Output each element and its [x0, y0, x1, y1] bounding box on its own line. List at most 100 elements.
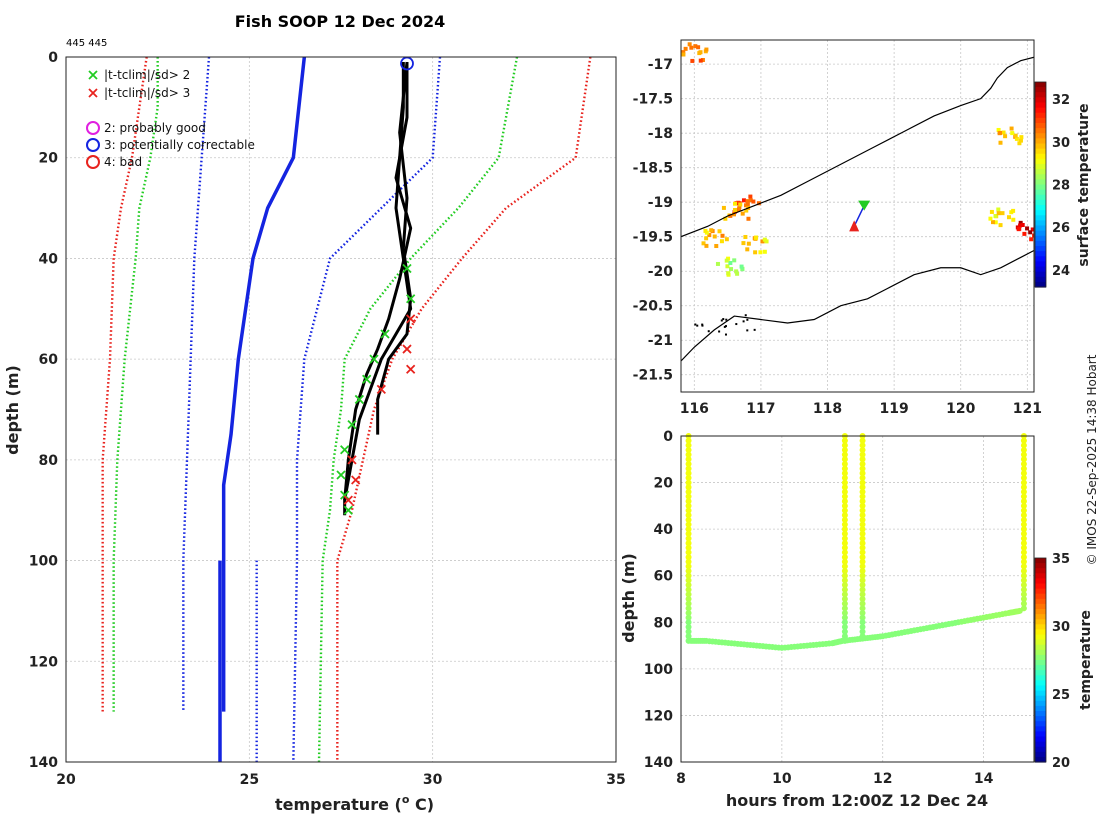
colorbar-segment [1035, 240, 1046, 247]
sst-pixel [725, 264, 730, 269]
sst-pixel [712, 234, 717, 239]
island-dot [696, 324, 699, 327]
cast-point [685, 516, 692, 523]
sst-pixel [714, 244, 719, 249]
sst-pixel [745, 201, 750, 206]
map-ytick: -19 [648, 195, 673, 211]
map-ytick: -20.5 [633, 299, 673, 315]
green-flag-marker [380, 329, 390, 339]
colorbar-segment [1035, 660, 1046, 666]
sst-pixel [748, 194, 753, 199]
legend-cross-label: |t-tclim|/sd> 2 [104, 68, 190, 82]
sst-pixel [734, 269, 739, 274]
red-flag-marker [347, 455, 357, 465]
cast-point [859, 535, 866, 542]
colorbar-segment [1035, 700, 1046, 707]
sst-pixel [740, 211, 745, 216]
sst-pixel [993, 214, 998, 219]
cast-point [859, 614, 866, 621]
cast-point [685, 591, 692, 598]
profile-xtick: 20 [56, 772, 76, 788]
colorbar-segment [1035, 639, 1046, 646]
cast-point [859, 619, 866, 626]
island-dot [723, 325, 726, 328]
colorbar-segment [1035, 634, 1046, 641]
map-colorbar-tick: 24 [1052, 264, 1070, 279]
cast-point [859, 596, 866, 602]
cast-point [859, 446, 866, 453]
sst-pixel [728, 213, 733, 218]
cast-point [685, 446, 692, 453]
cast-point [841, 623, 848, 630]
colorbar-segment [1035, 184, 1046, 191]
cast-point [685, 498, 692, 505]
green-flag-marker [336, 470, 346, 480]
colorbar-segment [1035, 675, 1046, 681]
colorbar-segment [1035, 721, 1046, 727]
map-colorbar-tick: 32 [1052, 93, 1070, 108]
sst-pixel [698, 58, 703, 63]
hovmoller-xlabel: hours from 12:00Z 12 Dec 24 [726, 791, 988, 810]
cast-point [1020, 600, 1027, 607]
cast-point [859, 558, 866, 565]
colorbar-segment [1035, 705, 1046, 712]
map-colorbar-tick: 28 [1052, 179, 1070, 194]
cast-point [859, 554, 866, 561]
sst-pixel [746, 241, 751, 246]
cast-point [859, 484, 866, 491]
cast-point [685, 530, 692, 537]
colorbar-segment [1035, 716, 1046, 722]
sst-pixel [989, 209, 994, 214]
bottom-trace-point [1016, 607, 1023, 614]
colorbar-segment [1035, 102, 1046, 109]
cast-point [1020, 577, 1027, 584]
cast-point [841, 446, 848, 453]
cast-point [841, 628, 848, 635]
colorbar-segment [1035, 695, 1046, 702]
sst-pixel [715, 261, 720, 266]
map-xtick: 120 [946, 401, 975, 417]
cast-point [841, 526, 848, 533]
legend-circle-label: 2: probably good [104, 121, 206, 135]
sst-pixel [721, 205, 726, 210]
track-end-marker [849, 220, 860, 232]
colorbar-segment [1035, 281, 1046, 288]
island-dot [718, 330, 721, 333]
cast-point [685, 507, 692, 514]
sst-pixel [1003, 134, 1008, 139]
profile-ylabel: depth (m) [3, 365, 22, 455]
map-ytick: -17.5 [633, 92, 673, 108]
map-data [681, 42, 1034, 362]
sst-pixel [693, 44, 698, 49]
profile-ytick: 120 [29, 654, 58, 670]
cast-point [1020, 544, 1027, 551]
track-start-marker [858, 200, 871, 211]
profile-series-line-8 [336, 56, 592, 762]
sst-pixel [1019, 135, 1024, 140]
profile-series-line-0 [221, 56, 307, 712]
hov-ytick: 120 [644, 708, 673, 724]
cast-point [859, 568, 866, 575]
cast-point [859, 623, 866, 630]
colorbar-segment [1035, 153, 1046, 160]
island-dot [694, 323, 697, 326]
cast-point [1020, 558, 1027, 565]
cast-point [859, 507, 866, 514]
cast-point [859, 502, 866, 509]
cast-point [1020, 465, 1027, 472]
cast-point [1020, 479, 1027, 486]
hovmoller-ylabel: depth (m) [619, 553, 638, 643]
cast-point [859, 591, 866, 598]
colorbar-segment [1035, 654, 1046, 661]
map-grid [681, 40, 1034, 392]
profile-series-line-6 [317, 56, 519, 763]
sst-pixel [1018, 223, 1023, 228]
cast-point [859, 586, 866, 593]
sst-pixel [996, 211, 1001, 216]
cast-point [685, 549, 692, 556]
colorbar-segment [1035, 685, 1046, 692]
legend-circle-marker [86, 121, 100, 135]
profile-ytick: 60 [39, 352, 59, 368]
sst-pixel [741, 241, 746, 246]
cast-point [685, 572, 692, 579]
